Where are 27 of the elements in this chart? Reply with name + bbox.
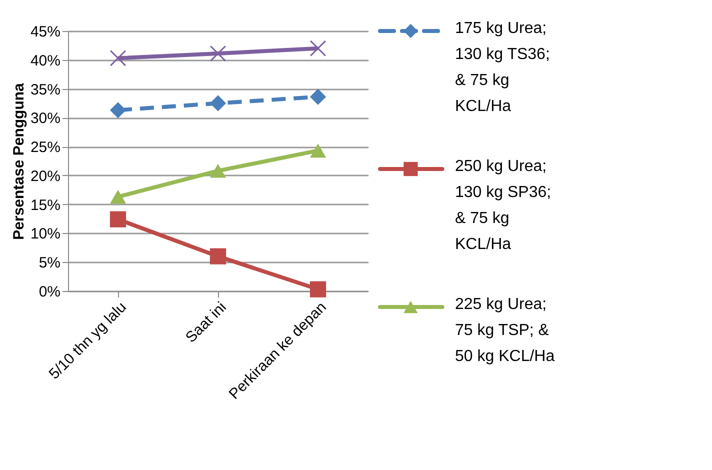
y-tick-label: 0% (38, 284, 60, 300)
point (210, 45, 226, 62)
point (110, 211, 126, 228)
x-tick-label: 5/10 thn yg lalu (46, 298, 130, 383)
point (210, 248, 226, 264)
y-axis-title: Persentase Pengguna (10, 82, 28, 240)
point (210, 164, 226, 178)
y-tick-label: 35% (30, 81, 60, 98)
y-tick-label: 5% (38, 254, 60, 272)
legend-label: 225 kg Urea; 75 kg TSP; & 50 kg KCL/Ha (455, 296, 555, 365)
point (310, 144, 326, 158)
point (210, 95, 226, 112)
y-tick-label: 25% (30, 139, 60, 156)
point (310, 40, 326, 56)
y-tick-label: 30% (30, 110, 60, 128)
point (110, 190, 126, 204)
legend-label: 250 kg Urea; 130 kg SP36; & 75 kg KCL/Ha (455, 158, 552, 253)
y-tick-label: 10% (30, 226, 60, 243)
legend-label: 175 kg Urea; 130 kg TS36; & 75 kg KCL/Ha (455, 20, 550, 115)
y-tick-label: 15% (30, 196, 60, 214)
point (110, 50, 126, 66)
point (310, 281, 326, 298)
point (310, 88, 326, 105)
y-tick-label: 45% (30, 24, 60, 40)
y-tick-label: 20% (30, 168, 60, 185)
y-tick-label: 40% (30, 52, 60, 70)
point (110, 102, 126, 118)
